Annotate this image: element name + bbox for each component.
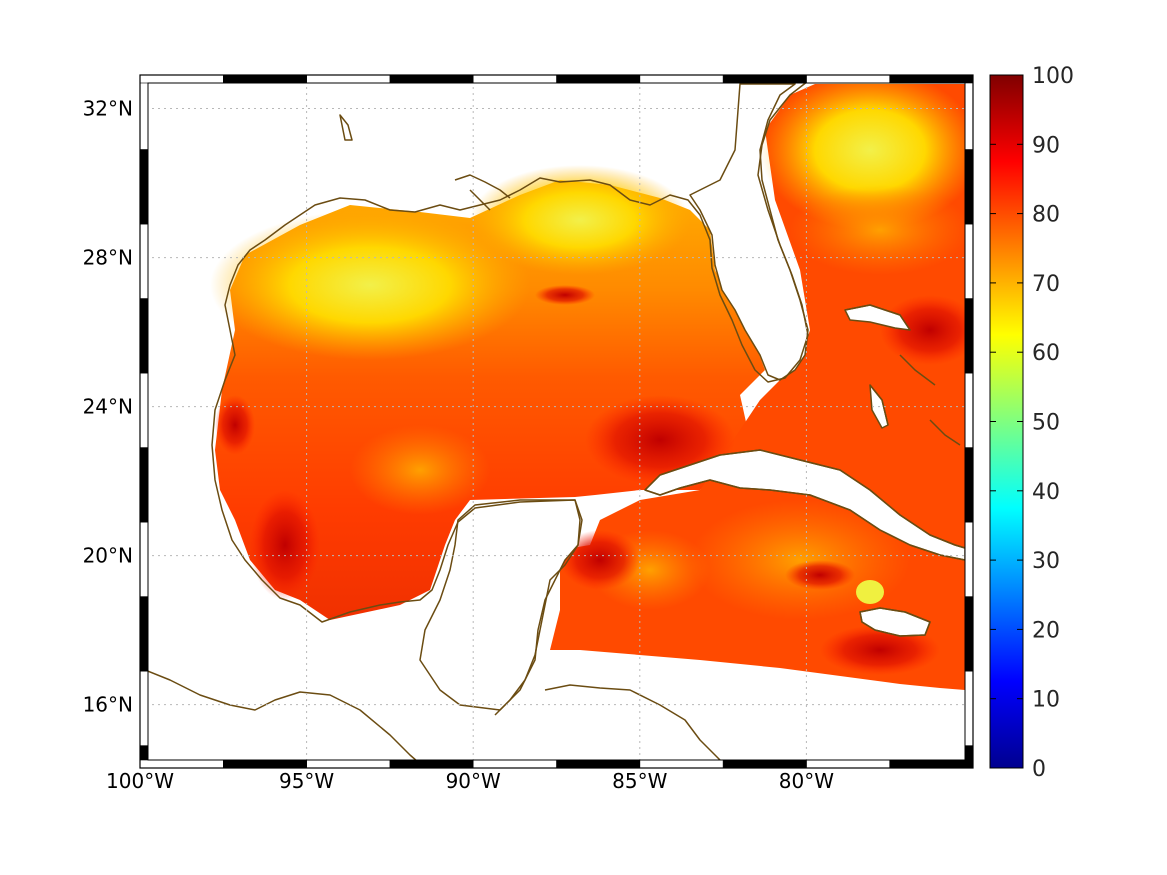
frame-segment [964,298,974,374]
colorbar-ticks: 0 10 20 30 40 50 60 70 80 90 100 [990,64,1074,782]
cuba-coast [644,449,966,549]
colorbar: 0 10 20 30 40 50 60 70 80 90 100 [989,64,1074,782]
frame-segment [472,759,557,769]
longitude-labels: 100°W 95°W 90°W 85°W 80°W [106,769,834,793]
lon-label: 100°W [106,769,174,793]
lat-label: 24°N [83,395,133,419]
frame-segment [306,74,391,84]
frame-segment [964,74,974,150]
frame-segment [806,74,891,84]
colorbar-tick-label: 80 [1032,203,1060,228]
frame-segment [223,759,307,769]
colorbar-tick-label: 100 [1032,64,1074,89]
yucatan-land [419,499,583,711]
frame-segment [472,74,557,84]
jamaica-coast [859,607,931,637]
frame-segment [139,223,149,299]
frame-segment [964,596,974,672]
frame-segment [722,74,807,84]
frame-segment [139,149,149,225]
frame-segment [556,74,641,84]
mississippi-delta [454,174,511,211]
frame-segment [889,759,974,769]
frame-segment [139,372,149,448]
colorbar-tick-label: 40 [1032,480,1060,505]
bahamas-coast [844,304,961,446]
colorbar-tick-label: 50 [1032,411,1060,436]
dark-patch-8 [785,560,855,590]
dark-patch-3 [880,295,973,365]
frame-segment [806,759,891,769]
frame-segment [964,372,974,448]
central-america-coast [140,667,426,768]
orange-patch-2 [350,425,490,515]
frame-segment [139,74,224,84]
data-field [210,75,973,690]
frame-segment [964,223,974,299]
latitude-labels: 32°N 28°N 24°N 20°N 16°N [83,97,133,717]
gridlines [140,75,973,768]
frame-segment [139,670,149,746]
frame-segment [722,759,807,769]
gulf-coastline [211,77,813,716]
yellow-band-east [470,165,690,275]
honduras-coast [544,684,721,761]
dark-patch-1 [250,490,320,600]
lon-label: 95°W [279,769,334,793]
frame-segment [964,149,974,225]
orange-patch-3 [690,500,910,620]
lon-label: 90°W [446,769,501,793]
dark-patch-7 [535,285,595,305]
yellow-band-west [210,210,530,360]
lat-label: 16°N [83,693,133,717]
frame-segment [639,74,724,84]
lat-label: 32°N [83,97,133,121]
map-frame [139,74,974,769]
coastlines [140,77,966,768]
frame-segment [964,670,974,746]
frame-segment [964,447,974,523]
colorbar-tick-label: 0 [1032,757,1046,782]
cuba-coast-south [644,479,966,561]
frame-segment [639,759,724,769]
frame-segment [139,596,149,672]
dark-patch-4 [560,530,640,590]
colorbar-tick-label: 70 [1032,272,1060,297]
colorbar-tick-label: 60 [1032,341,1060,366]
frame-segment [306,759,391,769]
colorbar-tick-label: 10 [1032,688,1060,713]
orange-patch [790,185,970,275]
colorbar-tick-label: 90 [1032,133,1060,158]
lon-label: 85°W [612,769,667,793]
inland-lake [339,114,353,141]
frame-segment [556,759,641,769]
frame-segment [139,759,224,769]
frame-segment [139,298,149,374]
frame-segment [964,521,974,597]
lat-label: 28°N [83,246,133,270]
lon-label: 80°W [779,769,834,793]
dark-patch-5 [820,625,940,675]
frame-segment [389,74,474,84]
frame-segment [139,521,149,597]
frame-segment [139,447,149,523]
colorbar-tick-label: 30 [1032,549,1060,574]
frame-segment [889,74,974,84]
frame-segment [389,759,474,769]
yellow-spot-jamaica [856,580,884,604]
frame-segment [139,74,149,150]
frame-segment [223,74,307,84]
lat-label: 20°N [83,544,133,568]
colorbar-tick-label: 20 [1032,618,1060,643]
dark-patch-6 [215,395,255,455]
